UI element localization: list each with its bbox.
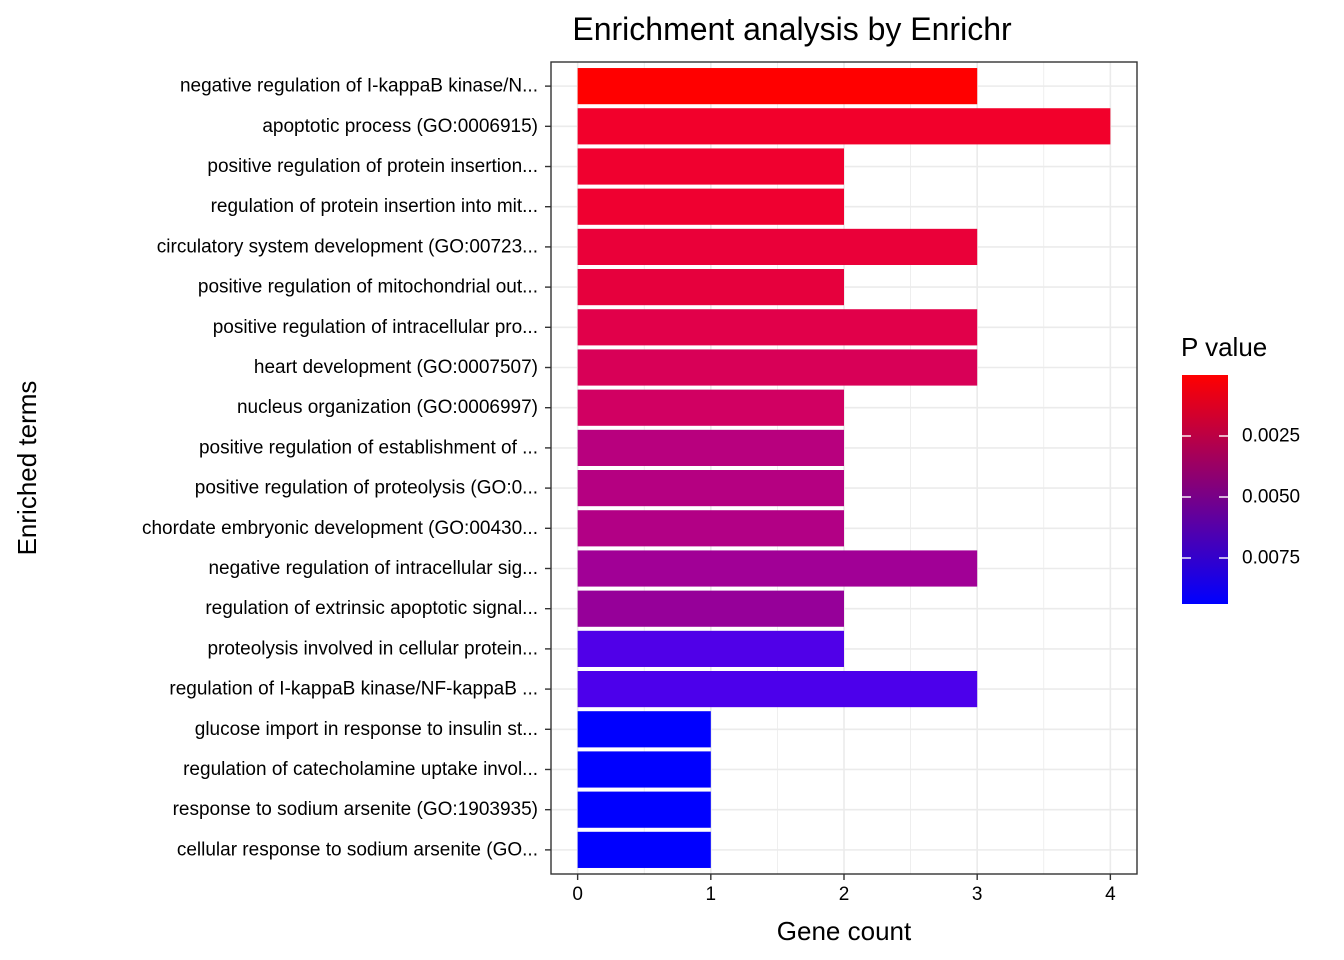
bar xyxy=(577,550,978,587)
bar xyxy=(577,148,844,185)
bar xyxy=(577,68,978,105)
y-tick-label: glucose import in response to insulin st… xyxy=(195,719,538,740)
y-tick-label: circulatory system development (GO:00723… xyxy=(157,236,538,257)
bar xyxy=(577,389,844,426)
bar xyxy=(577,711,711,748)
x-tick-label: 2 xyxy=(839,884,850,905)
chart-title: Enrichment analysis by Enrichr xyxy=(572,11,1012,47)
y-tick-label: positive regulation of establishment of … xyxy=(199,437,538,458)
y-tick-label: negative regulation of intracellular sig… xyxy=(208,558,538,579)
y-tick-label: heart development (GO:0007507) xyxy=(254,357,538,378)
legend-label: 0.0025 xyxy=(1242,426,1300,447)
bar xyxy=(577,630,844,667)
legend-ticks: 0.0025 0.0050 0.0075 xyxy=(1182,426,1300,569)
y-tick-label: regulation of extrinsic apoptotic signal… xyxy=(205,598,538,619)
bar xyxy=(577,349,978,386)
bar xyxy=(577,470,844,507)
y-tick-label: nucleus organization (GO:0006997) xyxy=(237,397,538,418)
y-tick-label: negative regulation of I-kappaB kinase/N… xyxy=(180,76,538,97)
bar xyxy=(577,831,711,868)
x-axis: 0 1 2 3 4 xyxy=(572,874,1116,905)
bar xyxy=(577,791,711,828)
bar xyxy=(577,269,844,306)
legend: P value 0.0025 0.0050 0.0075 xyxy=(1181,332,1300,604)
x-tick-label: 3 xyxy=(972,884,983,905)
bar xyxy=(577,188,844,225)
x-tick-label: 0 xyxy=(572,884,583,905)
bar xyxy=(577,309,978,346)
y-axis-title: Enriched terms xyxy=(12,381,42,556)
x-tick-label: 4 xyxy=(1105,884,1116,905)
y-tick-label: regulation of I-kappaB kinase/NF-kappaB … xyxy=(169,679,538,700)
y-tick-label: response to sodium arsenite (GO:1903935) xyxy=(173,799,538,820)
bar xyxy=(577,671,978,708)
y-tick-label: positive regulation of proteolysis (GO:0… xyxy=(195,478,538,499)
bar xyxy=(577,228,978,265)
legend-label: 0.0075 xyxy=(1242,548,1300,569)
x-tick-label: 1 xyxy=(706,884,717,905)
bar xyxy=(577,429,844,466)
x-axis-title: Gene count xyxy=(777,916,912,946)
y-axis: negative regulation of I-kappaB kinase/N… xyxy=(142,76,551,860)
bar xyxy=(577,108,1111,145)
y-tick-label: positive regulation of intracellular pro… xyxy=(213,317,538,338)
y-tick-label: proteolysis involved in cellular protein… xyxy=(207,638,538,659)
y-tick-label: apoptotic process (GO:0006915) xyxy=(262,116,538,137)
y-tick-label: regulation of catecholamine uptake invol… xyxy=(183,759,538,780)
legend-title: P value xyxy=(1181,332,1267,362)
y-tick-label: regulation of protein insertion into mit… xyxy=(211,196,538,217)
bar xyxy=(577,751,711,788)
legend-colorbar xyxy=(1182,375,1228,604)
y-tick-label: cellular response to sodium arsenite (GO… xyxy=(177,839,538,860)
bar xyxy=(577,510,844,547)
bar xyxy=(577,590,844,627)
y-tick-label: positive regulation of protein insertion… xyxy=(207,156,538,177)
y-tick-label: positive regulation of mitochondrial out… xyxy=(198,277,538,298)
y-tick-label: chordate embryonic development (GO:00430… xyxy=(142,518,538,539)
legend-label: 0.0050 xyxy=(1242,487,1300,508)
bar-series xyxy=(577,68,1111,868)
